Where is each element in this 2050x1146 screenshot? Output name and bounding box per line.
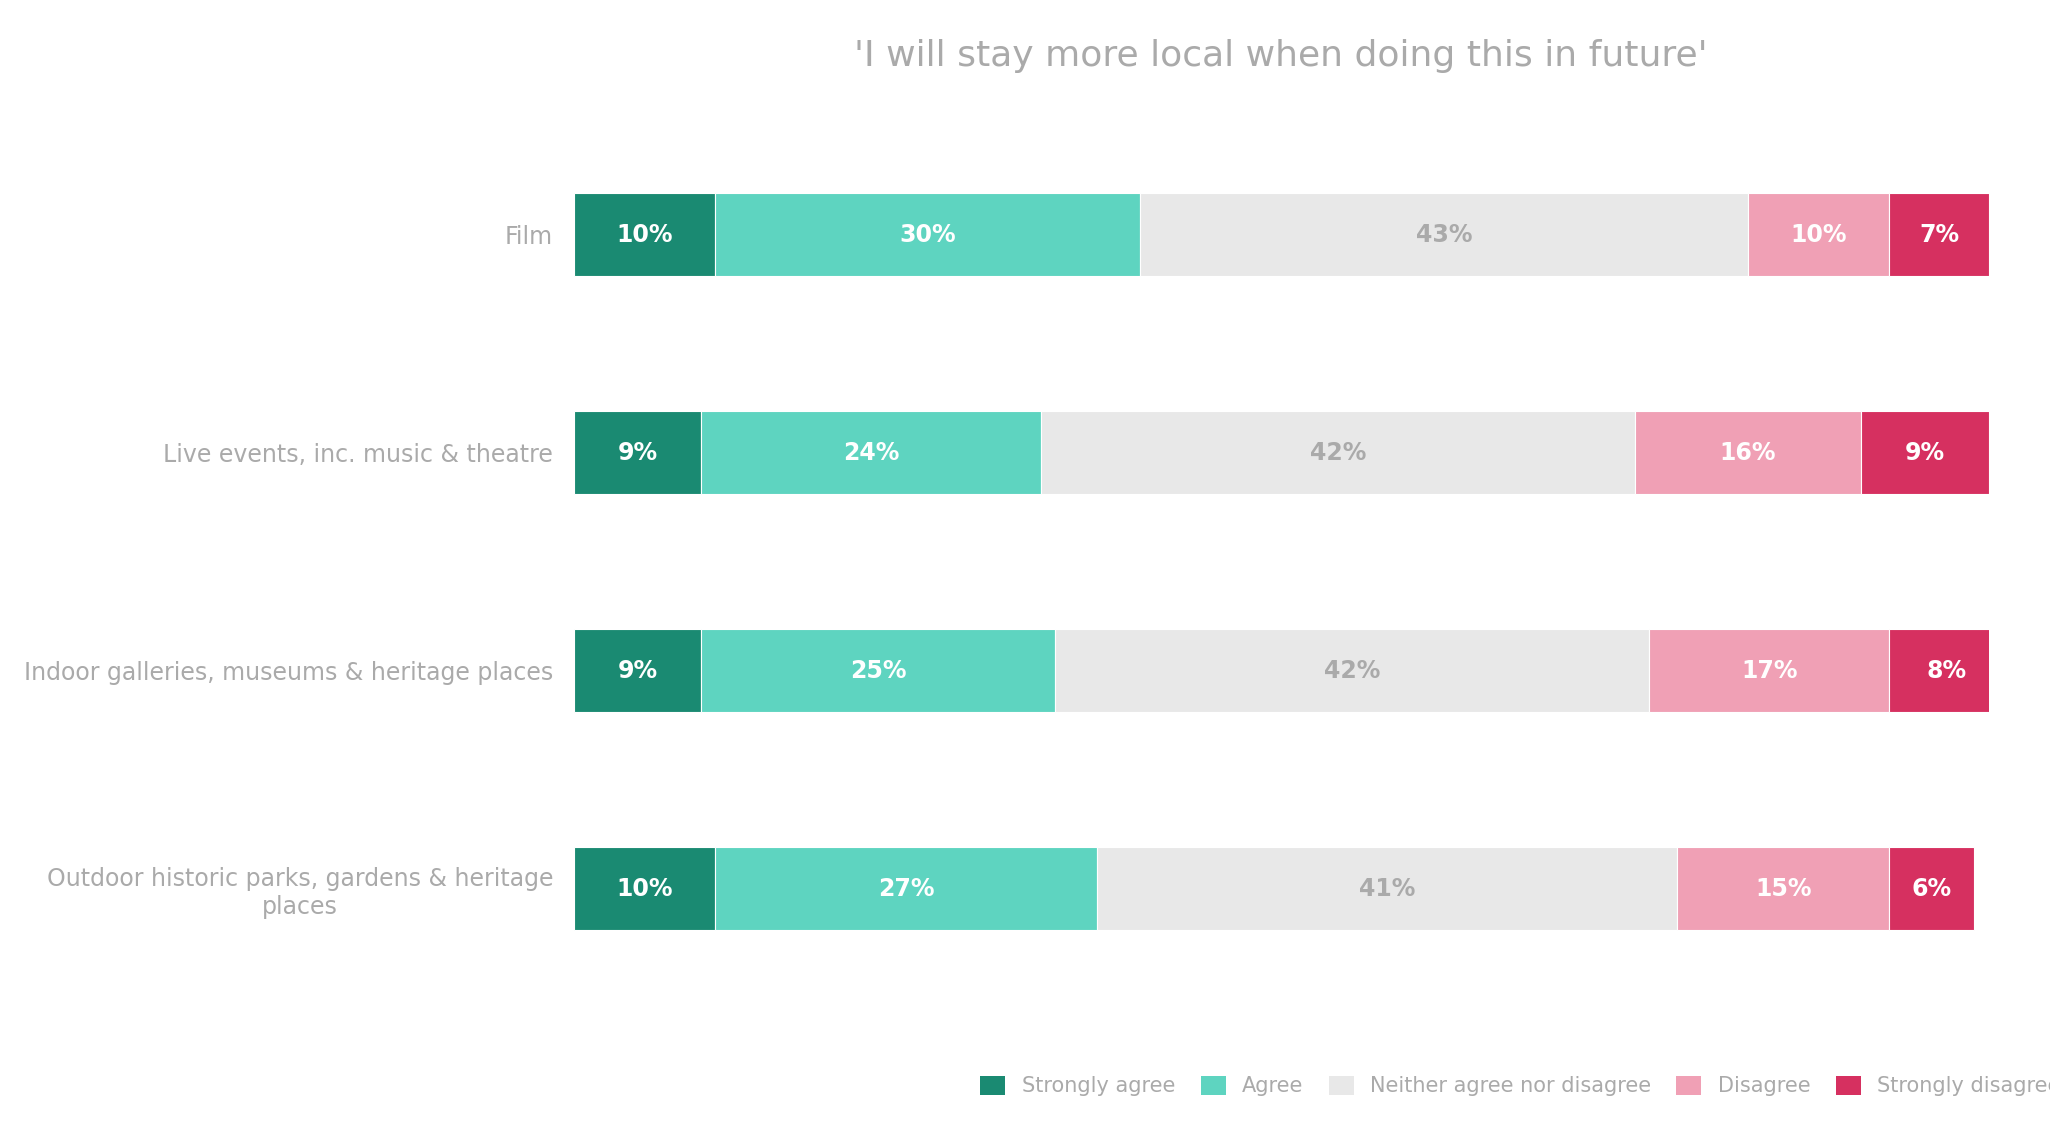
- Bar: [1140, 193, 1749, 276]
- Bar: [1636, 411, 1861, 494]
- Legend: Strongly agree, Agree, Neither agree nor disagree, Disagree, Strongly disagree: Strongly agree, Agree, Neither agree nor…: [980, 1076, 2050, 1097]
- Text: 10%: 10%: [1790, 222, 1847, 246]
- Bar: [574, 193, 715, 276]
- Text: 9%: 9%: [617, 440, 658, 464]
- Text: 30%: 30%: [900, 222, 955, 246]
- Bar: [1056, 629, 1648, 712]
- Text: 10%: 10%: [617, 877, 672, 901]
- Text: 43%: 43%: [1417, 222, 1472, 246]
- Text: 41%: 41%: [1359, 877, 1414, 901]
- Bar: [1648, 629, 1890, 712]
- Bar: [1861, 411, 1988, 494]
- Text: 25%: 25%: [851, 659, 906, 683]
- Bar: [1749, 193, 1890, 276]
- Title: 'I will stay more local when doing this in future': 'I will stay more local when doing this …: [855, 39, 1708, 73]
- Bar: [1890, 629, 2003, 712]
- Text: 8%: 8%: [1927, 659, 1966, 683]
- Bar: [1097, 847, 1677, 931]
- Text: 9%: 9%: [1904, 440, 1945, 464]
- Text: 9%: 9%: [617, 659, 658, 683]
- Bar: [1677, 847, 1890, 931]
- Text: 10%: 10%: [617, 222, 672, 246]
- Bar: [1890, 193, 1988, 276]
- Bar: [715, 193, 1140, 276]
- Bar: [701, 629, 1056, 712]
- Bar: [701, 411, 1041, 494]
- Bar: [1890, 847, 1974, 931]
- Bar: [574, 629, 701, 712]
- Text: 16%: 16%: [1720, 440, 1775, 464]
- Text: 42%: 42%: [1310, 440, 1365, 464]
- Bar: [715, 847, 1097, 931]
- Text: 27%: 27%: [877, 877, 935, 901]
- Text: 15%: 15%: [1755, 877, 1812, 901]
- Bar: [574, 847, 715, 931]
- Text: 6%: 6%: [1913, 877, 1952, 901]
- Bar: [1041, 411, 1636, 494]
- Bar: [574, 411, 701, 494]
- Text: 24%: 24%: [843, 440, 900, 464]
- Text: 17%: 17%: [1740, 659, 1798, 683]
- Text: 7%: 7%: [1919, 222, 1960, 246]
- Text: 42%: 42%: [1324, 659, 1380, 683]
